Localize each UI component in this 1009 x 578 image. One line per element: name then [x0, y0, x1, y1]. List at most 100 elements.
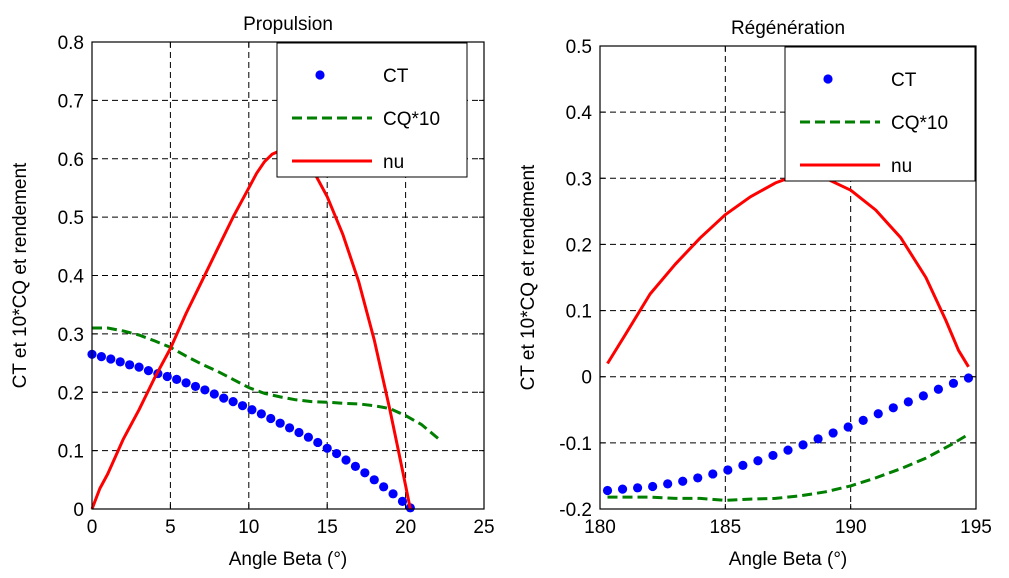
- chart-1-x-tick-label-5: 25: [473, 517, 494, 538]
- chart-1-legend-box: [276, 42, 468, 178]
- chart-1-legend-label-2: nu: [383, 152, 404, 173]
- chart-2-ct-point-16: [843, 422, 853, 432]
- chart-1-y-tick-label-3: 0.3: [58, 325, 84, 346]
- chart-1-ct-point-5: [134, 362, 144, 372]
- chart-2-ct-point-6: [693, 473, 703, 483]
- chart-2-ct-point-14: [813, 434, 823, 444]
- chart-1-y-tick-label-0: 0: [73, 500, 84, 521]
- chart-2-ct-point-22: [933, 384, 944, 394]
- chart-2-y-tick-label-7: 0.5: [566, 37, 592, 58]
- chart-2-legend-marker-0: [823, 74, 833, 84]
- chart-1-panel: 0 5 10 15 20 25 0 0.1 0.2 0.3 0.4 0.5 0.6 0.7 0.8 Propu…: [10, 14, 495, 570]
- chart-2-x-axis-label: Angle Beta (°): [729, 549, 848, 570]
- chart-1-ct-point-12: [200, 385, 210, 395]
- chart-2-ct-point-9: [738, 460, 748, 470]
- chart-1-ct-point-25: [322, 443, 332, 453]
- chart-1-ct-point-15: [228, 396, 238, 407]
- chart-1-y-tick-label-1: 0.1: [58, 442, 84, 463]
- chart-2-ct-point-7: [708, 469, 718, 479]
- chart-1-x-axis-label: Angle Beta (°): [229, 549, 348, 570]
- chart-2-ct-point-20: [903, 397, 913, 407]
- chart-1-x-tick-label-2: 10: [238, 517, 259, 538]
- chart-2-x-tick-label-3: 195: [960, 517, 992, 538]
- chart-2-ct-point-23: [948, 378, 959, 388]
- chart-1-ct-point-30: [369, 475, 379, 485]
- chart-2-ct-point-8: [723, 465, 733, 475]
- chart-1-ct-point-31: [379, 482, 389, 492]
- chart-2-y-axis-label: CT et 10*CQ et rendement: [518, 164, 539, 390]
- chart-2-ct-point-13: [798, 440, 808, 450]
- chart-2-ct-point-3: [648, 481, 658, 492]
- chart-2-ct-point-2: [633, 483, 643, 493]
- chart-1-ct-point-28: [350, 461, 361, 471]
- chart-2-x-tick-label-1: 185: [709, 517, 741, 538]
- chart-2-y-tick-label-2: 0: [581, 368, 592, 389]
- chart-2-x-tick-label-0: 180: [584, 517, 616, 538]
- chart-2-ct-point-0: [602, 485, 613, 496]
- chart-2-y-tick-label-6: 0.4: [566, 103, 593, 124]
- chart-2-title: Régénération: [731, 18, 845, 39]
- chart-1-ct-point-14: [219, 393, 229, 403]
- chart-1-nu-line: [90, 148, 412, 510]
- chart-2-axes-frame: [599, 45, 977, 510]
- chart-1-series-cq-10: [92, 326, 442, 442]
- chart-1-y-tick-label-8: 0.8: [58, 33, 84, 54]
- chart-1-ct-point-27: [341, 455, 351, 465]
- chart-1-x-tick-label-0: 0: [87, 517, 98, 538]
- chart-1-ct-point-19: [266, 413, 276, 424]
- chart-2-cq-line: [607, 433, 970, 502]
- chart-2-ct-point-4: [663, 479, 673, 489]
- chart-2-ct-point-5: [678, 476, 688, 486]
- chart-2-legend-label-0: CT: [891, 70, 917, 91]
- chart-1-y-axis-label: CT et 10*CQ et rendement: [10, 162, 31, 388]
- chart-1-ct-point-18: [256, 409, 266, 419]
- chart-1-ct-point-32: [388, 489, 398, 499]
- chart-1-ct-point-20: [275, 418, 285, 428]
- chart-2-series-ct: [602, 373, 974, 496]
- chart-1-ct-point-13: [209, 389, 219, 399]
- chart-1-ct-point-24: [313, 437, 323, 448]
- chart-1-ct-point-26: [332, 448, 342, 459]
- chart-1-ct-point-11: [190, 381, 201, 392]
- chart-1-legend: CT CQ*10 nu: [276, 42, 468, 178]
- chart-1-legend-marker-0: [315, 70, 325, 80]
- chart-2-ct-point-19: [888, 403, 898, 413]
- chart-2-panel: 180 185 190 195 -0.2 -0.1 0 0.1 0.2 0.3 0.4 0.5 Régé…: [518, 18, 992, 570]
- chart-2-series-cq-10: [607, 433, 970, 502]
- chart-1-ct-point-21: [284, 423, 295, 433]
- chart-2-legend: CT CQ*10 nu: [784, 46, 976, 182]
- chart-1-x-tick-label-1: 5: [165, 517, 176, 538]
- chart-1-legend-label-0: CT: [383, 66, 409, 87]
- chart-1-series-nu: [90, 148, 412, 510]
- chart-1-x-tick-label-4: 20: [395, 517, 416, 538]
- chart-1-series-ct: [87, 349, 415, 513]
- chart-1-x-tick-label-3: 15: [317, 517, 338, 538]
- chart-2-ct-point-11: [768, 450, 778, 461]
- chart-1-ct-point-22: [294, 427, 304, 438]
- chart-1-y-tick-label-7: 0.7: [58, 91, 84, 112]
- chart-2-ct-point-10: [753, 456, 763, 466]
- chart-1-y-tick-label-4: 0.4: [58, 267, 85, 288]
- chart-2-x-tick-label-2: 190: [835, 517, 867, 538]
- chart-2-ct-point-17: [858, 415, 868, 425]
- chart-2-y-tick-label-5: 0.3: [566, 169, 592, 190]
- chart-1-ct-point-6: [143, 366, 154, 376]
- chart-1-ct-point-10: [181, 378, 191, 388]
- chart-1-y-tick-label-5: 0.5: [58, 208, 84, 229]
- chart-2-y-tick-label-3: 0.1: [566, 302, 592, 323]
- chart-1-ct-point-2: [106, 354, 116, 364]
- chart-2-y-tick-label-0: -0.2: [559, 500, 592, 521]
- chart-2-ct-point-18: [873, 409, 883, 419]
- chart-1-y-tick-label-2: 0.2: [58, 383, 84, 404]
- chart-1-ct-point-8: [162, 371, 172, 382]
- chart-2-legend-box: [784, 46, 976, 182]
- chart-1-ct-point-29: [360, 468, 370, 478]
- chart-1-ct-point-23: [303, 432, 313, 442]
- chart-2-ct-point-12: [783, 445, 793, 455]
- chart-2-ct-point-21: [918, 391, 928, 401]
- chart-2-ct-point-15: [828, 428, 838, 438]
- chart-2-legend-label-2: nu: [891, 156, 912, 177]
- chart-1-legend-label-1: CQ*10: [383, 109, 440, 130]
- chart-1-ct-point-1: [96, 352, 107, 362]
